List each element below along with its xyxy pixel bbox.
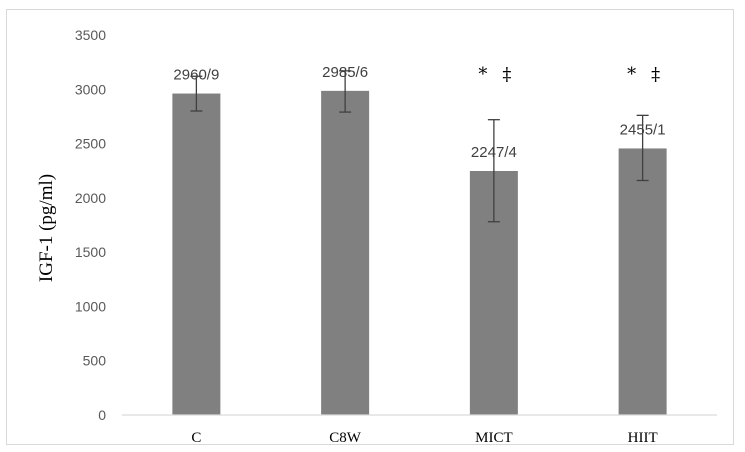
data-label-hiit: 2455/1 [620,121,666,138]
significance-mark-mict-1: * [478,64,487,85]
x-tick-label-c: C [191,430,201,446]
data-label-c: 2960/9 [173,67,219,84]
bar-hiit [618,148,667,415]
y-tick-label-2000: 2000 [75,190,106,206]
error-bars-group [190,70,649,223]
y-tick-label-3500: 3500 [75,27,106,43]
bar-c8w [321,90,370,415]
significance-marks-group: * ‡ * ‡ [478,64,660,85]
y-tick-label-0: 0 [98,407,106,423]
y-axis-ticks: 0 500 1000 1500 2000 2500 3000 3500 [75,27,106,423]
y-tick-label-1000: 1000 [75,298,106,314]
x-tick-label-hiit: HIIT [628,430,658,446]
x-tick-label-c8w: C8W [329,430,362,446]
significance-mark-hiit-2: ‡ [651,64,660,85]
significance-mark-hiit-1: * [627,64,636,85]
data-label-c8w: 2985/6 [322,64,368,81]
y-tick-label-3000: 3000 [75,81,106,97]
y-tick-label-1500: 1500 [75,244,106,260]
bars-group [172,90,667,416]
y-tick-label-2500: 2500 [75,136,106,152]
data-labels-group: 2960/9 2985/6 2247/4 2455/1 [173,64,665,161]
y-axis-title: IGF-1 (pg/ml) [36,174,57,282]
y-tick-label-500: 500 [83,353,107,369]
x-axis: C C8W MICT HIIT [122,414,717,446]
data-label-mict: 2247/4 [471,144,517,161]
x-tick-label-mict: MICT [475,430,513,446]
significance-mark-mict-2: ‡ [502,64,511,85]
chart-frame [6,9,734,445]
bar-c [172,93,221,416]
